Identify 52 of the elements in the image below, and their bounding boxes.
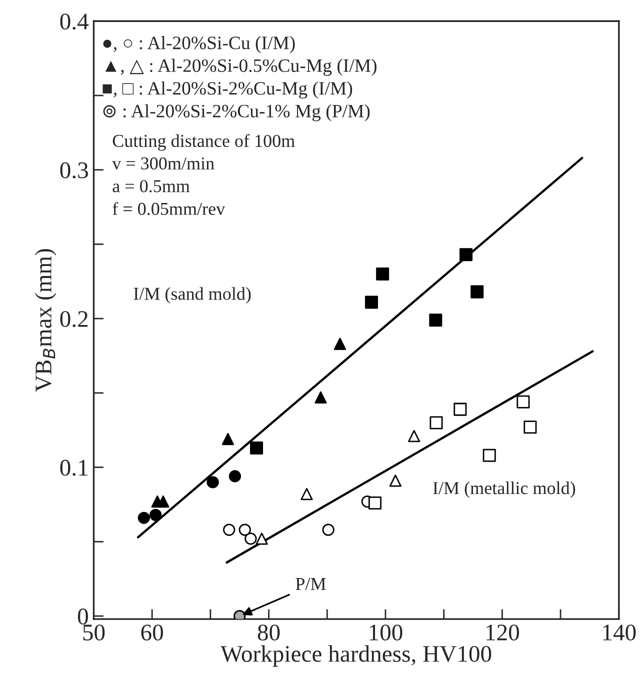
point [368, 496, 382, 510]
point [300, 488, 313, 500]
point [364, 296, 378, 309]
point [454, 402, 467, 416]
point [482, 448, 496, 462]
x-tick-label: 60 [141, 624, 163, 641]
annotation: Cutting distance of 100m [112, 134, 295, 151]
annotation: f = 0.05mm/rev [112, 202, 226, 216]
point [408, 430, 420, 442]
point [389, 474, 402, 487]
point [150, 508, 162, 521]
x-tick-label: 140 [603, 624, 636, 641]
y-tick-label: 0.4 [60, 14, 88, 30]
annotation: ▲, △ : Al-20%Si-0.5%Cu-Mg (I/M) [105, 58, 376, 76]
point [376, 267, 390, 280]
point [524, 420, 537, 434]
point [314, 391, 327, 404]
x-tick-label: 50 [83, 624, 105, 641]
point [244, 532, 257, 545]
point [228, 470, 242, 482]
point [206, 476, 219, 488]
point [138, 512, 150, 524]
x-tick-label: 120 [486, 624, 519, 641]
x-axis-title: Workpiece hardness, HV100 [220, 645, 492, 667]
point [516, 395, 530, 408]
point [238, 524, 251, 536]
annotation: I/M (metallic mold) [433, 482, 576, 498]
point [430, 416, 443, 430]
annotation: I/M (sand mold) [134, 287, 251, 304]
annotation: ⊚ : Al-20%Si-2%Cu-1% Mg (P/M) [103, 104, 370, 122]
point [322, 524, 334, 536]
point [157, 495, 170, 508]
point [256, 532, 268, 545]
point [429, 314, 442, 327]
y-tick-label: 0.2 [60, 311, 88, 328]
y-tick-label: 0.1 [60, 460, 88, 476]
point [223, 524, 236, 536]
annotation: ■, □ : Al-20%Si-2%Cu-Mg (I/M) [102, 82, 352, 99]
y-axis-title: VB$_{B}$max (mm) [34, 249, 56, 392]
annotation: v = 300m/min [112, 157, 214, 170]
point [460, 248, 473, 262]
x-tick-label: 100 [370, 624, 402, 641]
point [250, 441, 264, 454]
annotation: a = 0.5mm [112, 180, 190, 192]
annotation: P/M [296, 578, 326, 590]
x-tick-label: 80 [258, 624, 280, 641]
y-tick-label: 0 [78, 608, 88, 624]
point [334, 338, 346, 350]
point [222, 432, 234, 446]
annotation: ●, ○ : Al-20%Si-Cu (I/M) [103, 36, 295, 54]
point [470, 285, 484, 298]
y-tick-label: 0.3 [60, 162, 88, 178]
